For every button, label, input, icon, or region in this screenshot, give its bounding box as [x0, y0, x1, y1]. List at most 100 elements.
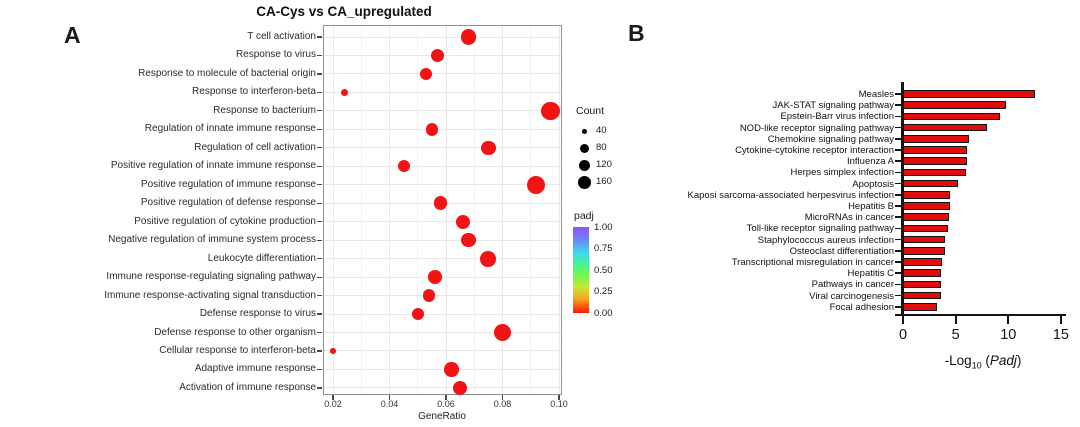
a-ytick-label: Response to molecule of bacterial origin [138, 67, 316, 79]
a-xtick-label: 0.08 [493, 399, 512, 409]
a-gridline-h [324, 258, 561, 260]
a-gridline-h [324, 73, 561, 75]
b-ytick-label: Toll-like receptor signaling pathway [746, 223, 894, 235]
a-ytick-label: Cellular response to interferon-beta [159, 344, 316, 356]
b-ytick-mark [895, 126, 903, 129]
b-bar [903, 135, 970, 143]
a-ytick-mark [317, 54, 322, 57]
a-xtick-mark [501, 395, 504, 400]
b-ytick-label: Transcriptional misregulation in cancer [731, 257, 894, 268]
a-dot [433, 196, 448, 211]
b-bar [903, 112, 1000, 121]
b-bar [903, 303, 937, 311]
a-xtick-label: 0.02 [324, 399, 342, 409]
b-ytick-label: Chemokine signaling pathway [767, 133, 894, 145]
a-ytick-label: T cell activation [247, 31, 316, 42]
b-ytick-label: Kaposi sarcoma-associated herpesvirus in… [687, 189, 894, 201]
a-ytick-mark [317, 128, 322, 130]
a-ytick-label: Defense response to other organism [154, 326, 316, 338]
a-gridline-major-v [332, 26, 334, 394]
panel-b-label: B [628, 20, 645, 46]
a-dot [397, 160, 410, 173]
count-legend-value: 80 [596, 142, 607, 153]
a-ytick-mark [317, 73, 322, 75]
a-gridline-minor-v [417, 26, 419, 394]
b-ytick-label: Measles [858, 89, 894, 100]
b-ytick-label: NOD-like receptor signaling pathway [739, 122, 894, 134]
a-gridline-h [324, 36, 561, 38]
a-xtick-label: 0.10 [550, 399, 568, 409]
padj-tick-label: 0.50 [594, 264, 613, 276]
count-legend-value: 160 [596, 176, 612, 187]
a-ytick-label: Response to virus [235, 49, 316, 61]
b-xaxis-title-open: ( [981, 353, 990, 368]
padj-colorbar [573, 227, 589, 313]
a-dot [527, 175, 546, 194]
a-dot [541, 101, 560, 120]
a-ytick-mark [317, 202, 322, 204]
b-ytick-label: Hepatitis B [848, 201, 894, 212]
a-gridline-h [324, 128, 561, 130]
b-xtick-mark [954, 316, 957, 324]
a-ytick-label: Leukocyte differentiation [207, 252, 316, 264]
b-ytick-label: Staphylococcus aureus infection [757, 234, 894, 246]
panel-a-chart-title: CA-Cys vs CA_upregulated [256, 4, 432, 19]
a-ytick-mark [317, 276, 322, 278]
a-dot [480, 250, 497, 267]
a-ytick-label: Positive regulation of innate immune res… [110, 160, 316, 172]
a-ytick-mark [317, 368, 322, 371]
b-ytick-label: Cytokine-cytokine receptor interaction [735, 145, 894, 156]
b-ytick-mark [895, 205, 903, 207]
b-ytick-mark [895, 227, 903, 230]
a-ytick-label: Regulation of innate immune response [144, 123, 316, 135]
b-ytick-mark [895, 283, 903, 286]
b-xaxis-title-italic: Padj [989, 353, 1017, 368]
a-ytick-mark [317, 110, 322, 112]
b-ytick-mark [895, 115, 903, 118]
a-ytick-mark [317, 387, 322, 389]
b-ytick-label: Focal adhesion [829, 301, 894, 313]
count-legend-value: 40 [596, 125, 607, 136]
b-bar [903, 202, 951, 210]
b-xaxis-title-sub: 10 [971, 360, 982, 371]
b-xaxis-title-pre: -Log [944, 353, 972, 368]
b-bar [903, 258, 942, 266]
a-dot [422, 289, 436, 302]
a-ytick-mark [317, 221, 322, 223]
a-dot [455, 214, 471, 229]
b-xtick-label: 5 [951, 327, 960, 343]
b-xtick-mark [901, 316, 905, 324]
b-ytick-mark [895, 306, 903, 308]
b-bar [903, 146, 968, 154]
a-dot [481, 140, 496, 155]
a-dot [452, 380, 468, 396]
a-gridline-h [324, 276, 561, 278]
b-ytick-label: Pathways in cancer [811, 279, 894, 291]
a-ytick-label: Adaptive immune response [194, 363, 316, 375]
a-gridline-h [324, 110, 561, 112]
a-ytick-label: Response to bacterium [213, 104, 316, 116]
a-gridline-minor-v [360, 26, 362, 394]
b-yaxis-line [901, 82, 904, 316]
a-gridline-h [324, 239, 561, 241]
a-ytick-label: Immune response-regulating signaling pat… [106, 271, 316, 283]
a-ytick-mark [317, 331, 322, 334]
a-dot [427, 270, 442, 284]
b-ytick-mark [895, 261, 903, 263]
a-gridline-minor-v [530, 26, 532, 394]
b-bar [903, 291, 941, 300]
b-xtick-mark [1007, 316, 1010, 324]
a-ytick-mark [317, 239, 322, 241]
a-ytick-label: Defense response to virus [199, 308, 316, 320]
a-dot [330, 348, 336, 354]
a-gridline-major-v [558, 26, 560, 394]
a-ytick-mark [317, 147, 322, 149]
a-gridline-h [324, 147, 561, 149]
a-ytick-label: Immune response-activating signal transd… [104, 289, 316, 301]
b-ytick-label: Herpes simplex infection [790, 167, 895, 179]
padj-tick-label: 0.25 [594, 286, 613, 297]
a-dot [460, 29, 477, 45]
b-ytick-mark [895, 216, 903, 218]
count-legend-dot [579, 143, 589, 153]
b-bar [903, 247, 946, 255]
